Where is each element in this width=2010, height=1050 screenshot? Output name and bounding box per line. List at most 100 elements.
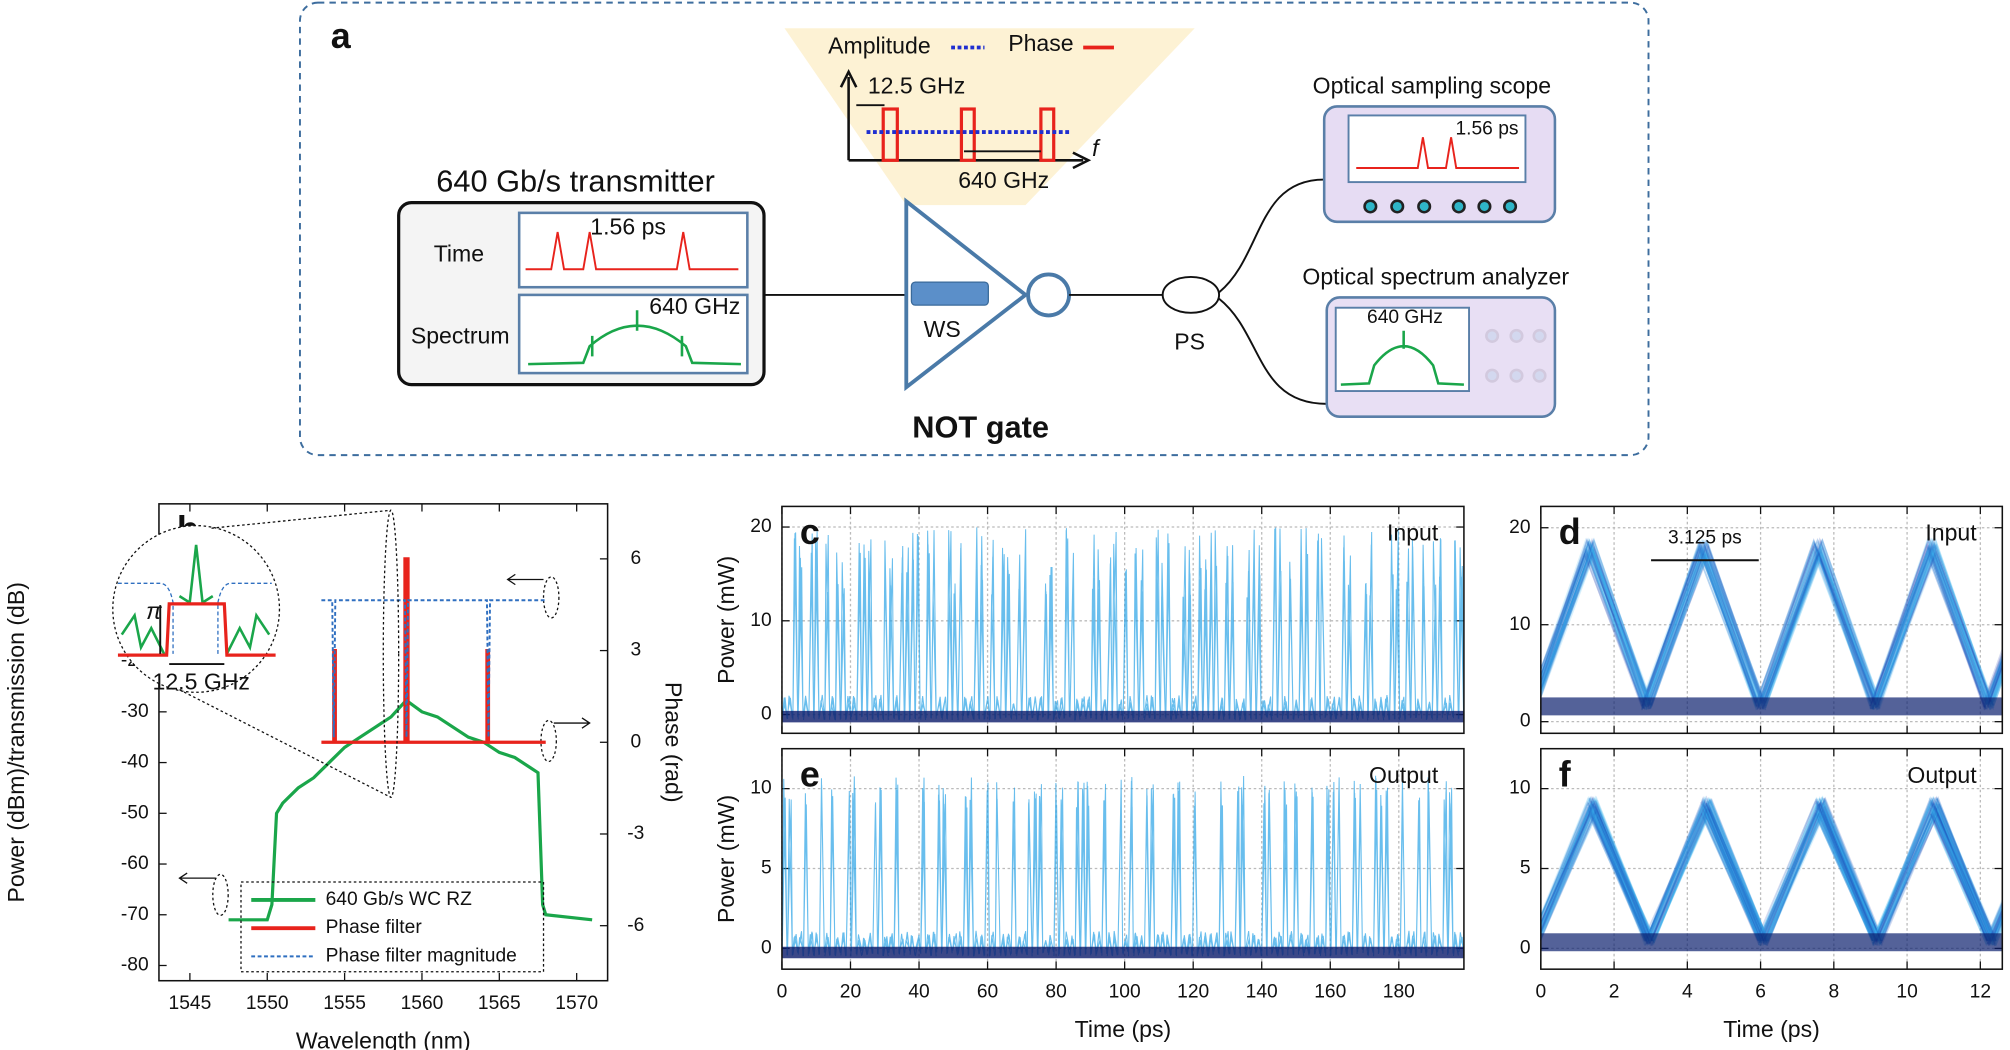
eye-trace: [1540, 539, 2003, 711]
y-tick-label: 0: [1520, 711, 1531, 732]
panel-label: f: [1559, 754, 1572, 794]
plot-area: [1540, 795, 2003, 952]
eye-trace: [1540, 541, 2003, 709]
x-tick-label: 1550: [246, 993, 289, 1014]
eye-trace: [1540, 545, 2003, 710]
y-tick-label: 20: [1509, 517, 1530, 538]
x-tick-label: 140: [1246, 981, 1278, 1002]
eye-trace: [1540, 537, 2003, 708]
y-axis-label: Power (dBm)/transmission (dB): [3, 582, 29, 902]
y-tick-label: -60: [121, 853, 149, 874]
eye-trace: [1540, 796, 2003, 945]
eye-trace: [1540, 797, 2003, 946]
eye-trace: [1540, 540, 2003, 706]
waveform-trace: [781, 527, 1464, 721]
eye-trace: [1540, 540, 2003, 710]
eye-trace: [1540, 537, 2003, 709]
y-tick-label: 0: [761, 937, 772, 958]
eye-trace: [1540, 795, 2003, 946]
eye-trace: [1540, 539, 2003, 709]
eye-trace: [1540, 540, 2003, 709]
annotation: 3.125 ps: [1668, 528, 1742, 549]
eye-trace: [1540, 543, 2003, 711]
eye-trace: [1540, 538, 2003, 711]
x-axis-label: Time (ps): [1723, 1016, 1820, 1042]
x-tick-label: 1555: [323, 993, 366, 1014]
eye-base: [1540, 697, 2003, 716]
eye-trace: [1540, 537, 2003, 711]
eye-trace: [1540, 537, 2003, 710]
eye-trace: [1540, 797, 2003, 946]
annotation: π: [146, 598, 162, 624]
x-tick-label: 160: [1314, 981, 1346, 1002]
eye-trace: [1540, 797, 2003, 947]
ws-block: [910, 281, 989, 306]
plot-area: [228, 557, 593, 922]
block-label: WS: [924, 316, 961, 342]
annotation: Input: [1387, 520, 1439, 546]
x-tick-label: 8: [1828, 981, 1839, 1002]
eye-trace: [1540, 542, 2003, 711]
inset: π 12.5 GHz: [112, 509, 400, 799]
eye-trace: [1540, 537, 2003, 710]
x-tick-label: 4: [1682, 981, 1693, 1002]
eye-trace: [1540, 795, 2003, 946]
eye-trace: [1540, 543, 2003, 711]
eye-trace: [1540, 798, 2003, 945]
eye-trace: [1540, 540, 2003, 711]
eye-trace: [1540, 538, 2003, 711]
eye-trace: [1540, 799, 2003, 946]
eye-trace: [1540, 538, 2003, 710]
gate-bubble: [1026, 272, 1072, 318]
scope-screen: [1347, 114, 1527, 184]
eye-trace: [1540, 538, 2003, 710]
panel-label: c: [800, 512, 820, 552]
eye-trace: [1540, 547, 2003, 709]
eye-trace: [1540, 537, 2003, 709]
eye-trace: [1540, 539, 2003, 711]
block-title: Optical spectrum analyzer: [1302, 263, 1569, 289]
eye-trace: [1540, 796, 2003, 947]
legend-box: [240, 881, 545, 973]
panel: 0 20 40 60 80 100 120 140 160 180 0 5 10 e Output Time …: [713, 747, 1465, 1042]
y-tick-label: -40: [121, 752, 149, 773]
eye-trace: [1540, 795, 2003, 946]
y2-tick-label: -6: [627, 915, 644, 936]
x-tick-label: 1545: [169, 993, 212, 1014]
x-tick-label: 80: [1045, 981, 1066, 1002]
axes-frame: [1540, 747, 2004, 970]
eye-trace: [1540, 798, 2003, 946]
eye-trace: [1540, 800, 2003, 942]
eye-trace: [1540, 537, 2003, 710]
splitter: [1161, 275, 1221, 314]
eye-trace: [1540, 540, 2003, 710]
annotation: Output: [1907, 762, 1977, 788]
eye-trace: [1540, 537, 2003, 711]
y2-tick-label: 3: [630, 640, 641, 661]
eye-trace: [1540, 544, 2003, 711]
eye-trace: [1540, 799, 2003, 946]
y2-axis-label: Phase (rad): [661, 682, 687, 803]
eye-trace: [1540, 541, 2003, 711]
spectrum-trace: [528, 310, 741, 366]
x-tick-label: 6: [1755, 981, 1766, 1002]
osa-trace: [1340, 330, 1464, 386]
x-tick-label: 100: [1109, 981, 1141, 1002]
annotation: 640 GHz: [649, 293, 740, 319]
annotation: 1.56 ps: [590, 213, 666, 239]
row-label: Time: [434, 240, 484, 266]
eye-trace: [1540, 797, 2003, 945]
eye-trace: [1540, 795, 2003, 945]
panel: 0 10 20 c Input Power (mW): [713, 505, 1465, 735]
eye-trace: [1540, 799, 2003, 946]
eye-trace: [1540, 544, 2003, 709]
eye-trace: [1540, 537, 2003, 707]
eye-trace: [1540, 537, 2003, 710]
eye-trace: [1540, 800, 2003, 947]
x-tick-label: 0: [777, 981, 788, 1002]
eye-trace: [1540, 541, 2003, 710]
y-tick-label: 10: [1509, 614, 1530, 635]
gate-label: NOT gate: [912, 410, 1049, 445]
